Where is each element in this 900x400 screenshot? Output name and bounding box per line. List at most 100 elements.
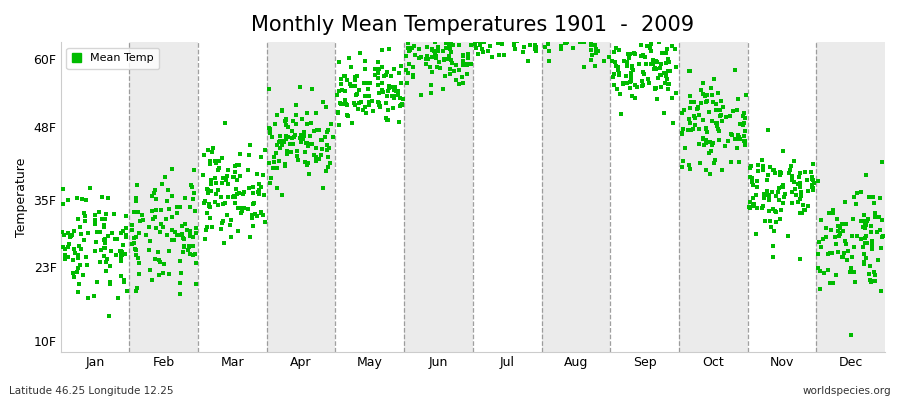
Point [564,27,579,34]
Point [750,205,764,212]
Point [381,106,395,113]
Point [77,210,92,216]
Bar [266,42,336,352]
Point [705,141,719,148]
Point [491,28,505,34]
Point [337,73,351,80]
Point [652,64,667,71]
Point [226,174,240,180]
Point [830,216,844,223]
Point [800,203,814,210]
Point [418,60,433,67]
Point [768,170,782,176]
Point [749,192,763,198]
Point [500,30,514,36]
Point [680,126,695,133]
Point [173,258,187,264]
Point [504,23,518,30]
Point [493,37,508,43]
Point [247,200,261,206]
Point [61,254,76,261]
Point [474,36,489,42]
Point [72,281,86,287]
Point [866,278,880,284]
Point [724,159,738,166]
Point [208,199,222,205]
Point [844,332,859,339]
Point [372,90,386,96]
Point [687,112,701,119]
Point [792,174,806,180]
Point [653,72,668,78]
Point [461,55,475,61]
Point [586,8,600,14]
Point [875,159,889,165]
Point [148,187,162,193]
Point [634,78,649,85]
Point [793,256,807,262]
Point [752,168,766,174]
Point [278,160,293,167]
Point [346,100,361,107]
Point [362,92,376,99]
Point [826,206,841,213]
Point [518,28,532,34]
Point [693,160,707,166]
Point [284,127,299,134]
Point [422,64,436,70]
Point [670,19,685,26]
Point [766,167,780,174]
Point [345,120,359,126]
Point [380,116,394,123]
Point [463,31,477,38]
Point [612,37,626,43]
Point [549,32,563,39]
Point [588,63,602,69]
Point [601,26,616,33]
Point [567,7,581,14]
Point [142,237,157,244]
Point [590,34,605,40]
Point [732,159,746,165]
Point [334,81,348,88]
Point [598,26,612,32]
Point [501,11,516,17]
Point [165,166,179,172]
Point [811,251,825,258]
Point [821,251,835,257]
Point [252,181,266,188]
Point [113,254,128,260]
Point [518,0,533,5]
Point [70,269,85,275]
Point [536,33,550,40]
Point [658,80,672,87]
Point [731,96,745,102]
Point [331,122,346,128]
Point [476,21,491,27]
Point [554,46,568,53]
Point [236,191,250,197]
Point [456,80,471,86]
Point [509,35,524,42]
Point [319,168,333,174]
Point [212,202,226,208]
Point [183,251,197,257]
Point [633,61,647,67]
Point [212,164,226,171]
Point [867,200,881,206]
Point [758,218,772,224]
Point [766,205,780,212]
Point [678,145,692,151]
Point [642,80,656,86]
Text: Latitude 46.25 Longitude 12.25: Latitude 46.25 Longitude 12.25 [9,386,174,396]
Point [644,60,658,67]
Point [863,263,878,269]
Point [436,56,451,63]
Point [817,270,832,276]
Point [79,197,94,204]
Point [653,72,668,78]
Point [661,81,675,88]
Point [203,181,218,187]
Point [545,6,560,13]
Point [297,128,311,135]
